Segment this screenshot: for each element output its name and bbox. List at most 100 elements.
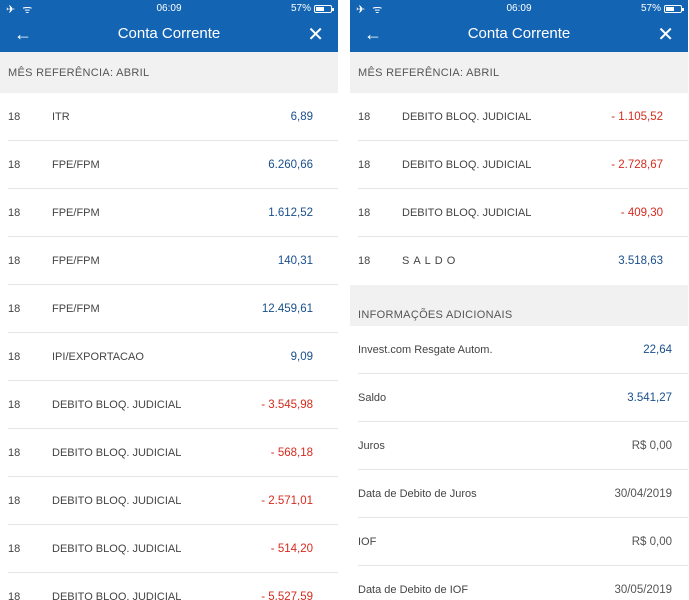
info-label: Juros [358,439,385,452]
transaction-amount: - 2.728,67 [611,158,663,171]
transaction-row[interactable]: 18 DEBITO BLOQ. JUDICIAL - 2.728,67 [358,141,688,189]
info-list: Invest.com Resgate Autom. 22,64 Saldo 3.541… [350,326,688,600]
info-label: IOF [358,535,377,548]
transaction-description: DEBITO BLOQ. JUDICIAL [402,158,532,171]
transaction-row[interactable]: 18 FPE/FPM 1.612,52 [8,189,338,237]
transaction-list: 18 ITR 6,89 18 FPE/FPM 6.260,66 18 FPE/FPM 1.612… [0,93,338,600]
section-header-info: INFORMAÇÕES ADICIONAIS [350,285,688,326]
transaction-amount: 6,89 [290,110,313,123]
transaction-amount: 9,09 [290,350,313,363]
transaction-day: 18 [8,110,21,123]
transaction-amount: - 1.105,52 [611,110,663,123]
transaction-row[interactable]: 18 FPE/FPM 12.459,61 [8,285,338,333]
info-row: IOF R$ 0,00 [358,518,688,566]
transaction-amount: - 5.527,59 [261,590,313,600]
transaction-day: 18 [8,206,21,219]
page-title: Conta Corrente [467,25,571,42]
battery-icon [314,4,334,13]
info-row: Data de Debito de Juros 30/04/2019 [358,470,688,518]
transaction-row[interactable]: 18 FPE/FPM 140,31 [8,237,338,285]
transaction-row[interactable]: 18 DEBITO BLOQ. JUDICIAL - 514,20 [8,525,338,573]
transaction-day: 18 [358,158,371,171]
transaction-day: 18 [8,590,21,600]
transaction-list: 18 DEBITO BLOQ. JUDICIAL - 1.105,52 18 DEBIT… [350,93,688,285]
transaction-description: FPE/FPM [52,206,100,219]
transaction-amount: 140,31 [277,254,313,267]
transaction-row[interactable]: 18 SALDO 3.518,63 [358,237,688,285]
close-icon[interactable]: ✕ [307,24,324,46]
transaction-amount: - 3.545,98 [261,398,313,411]
transaction-row[interactable]: 18 DEBITO BLOQ. JUDICIAL - 409,30 [358,189,688,237]
status-bar: ✈ ᯤ 06:09 57% [0,0,338,17]
info-value: R$ 0,00 [631,439,672,452]
transaction-row[interactable]: 18 IPI/EXPORTACAO 9,09 [8,333,338,381]
transaction-day: 18 [8,302,21,315]
transaction-description: IPI/EXPORTACAO [52,350,144,363]
transaction-amount: - 409,30 [620,206,663,219]
transaction-amount: - 2.571,01 [261,494,313,507]
transaction-row[interactable]: 18 FPE/FPM 6.260,66 [8,141,338,189]
status-time: 06:09 [156,3,182,14]
transaction-description: DEBITO BLOQ. JUDICIAL [52,398,182,411]
section-header-month: MÊS REFERÊNCIA: ABRIL [0,52,338,93]
transaction-description: SALDO [402,255,460,267]
transaction-day: 18 [8,158,21,171]
back-arrow-icon[interactable]: ← [14,24,32,44]
transaction-description: ITR [52,110,70,123]
status-time: 06:09 [506,3,532,14]
battery-percent: 57% [640,3,661,14]
transaction-day: 18 [8,494,21,507]
battery-indicator: 57% [290,3,334,14]
status-bar: ✈ ᯤ 06:09 57% [350,0,688,17]
info-label: Invest.com Resgate Autom. [358,343,493,356]
info-row: Saldo 3.541,27 [358,374,688,422]
transaction-description: FPE/FPM [52,254,100,267]
transaction-description: DEBITO BLOQ. JUDICIAL [52,494,182,507]
section-header-month: MÊS REFERÊNCIA: ABRIL [350,52,688,93]
left-screen: ✈ ᯤ 06:09 57% ← Conta Corrente ✕ MÊS REF… [0,0,338,600]
transaction-description: DEBITO BLOQ. JUDICIAL [402,110,532,123]
info-label: Data de Debito de Juros [358,487,477,500]
battery-percent: 57% [290,3,311,14]
transaction-day: 18 [358,255,371,267]
transaction-amount: 1.612,52 [268,206,313,219]
transaction-description: DEBITO BLOQ. JUDICIAL [52,446,182,459]
info-row: Data de Debito de IOF 30/05/2019 [358,566,688,600]
transaction-row[interactable]: 18 DEBITO BLOQ. JUDICIAL - 1.105,52 [358,93,688,141]
transaction-day: 18 [8,446,21,459]
info-value: R$ 0,00 [631,535,672,548]
transaction-amount: 12.459,61 [261,302,313,315]
transaction-day: 18 [358,206,371,219]
transaction-description: DEBITO BLOQ. JUDICIAL [402,206,532,219]
transaction-day: 18 [8,542,21,555]
transaction-day: 18 [358,110,371,123]
transaction-row[interactable]: 18 DEBITO BLOQ. JUDICIAL - 3.545,98 [8,381,338,429]
transaction-row[interactable]: 18 DEBITO BLOQ. JUDICIAL - 568,18 [8,429,338,477]
transaction-description: FPE/FPM [52,158,100,171]
battery-icon [664,4,684,13]
transaction-row[interactable]: 18 DEBITO BLOQ. JUDICIAL - 5.527,59 [8,573,338,600]
info-label: Saldo [358,391,387,404]
transaction-amount: - 514,20 [270,542,313,555]
transaction-description: DEBITO BLOQ. JUDICIAL [52,590,182,600]
info-value: 30/05/2019 [614,583,672,596]
info-value: 30/04/2019 [614,487,672,500]
transaction-row[interactable]: 18 DEBITO BLOQ. JUDICIAL - 2.571,01 [8,477,338,525]
transaction-row[interactable]: 18 ITR 6,89 [8,93,338,141]
info-label: Data de Debito de IOF [358,583,469,596]
info-value: 3.541,27 [627,391,672,404]
page-title: Conta Corrente [117,25,221,42]
panel-divider [338,0,350,600]
right-screen: ✈ ᯤ 06:09 57% ← Conta Corrente ✕ MÊS REF… [350,0,688,600]
info-value: 22,64 [643,343,672,356]
transaction-day: 18 [8,350,21,363]
wifi-icon: ✈ ᯤ [6,4,35,16]
close-icon[interactable]: ✕ [657,24,674,46]
transaction-description: FPE/FPM [52,302,100,315]
airplane-icon: ✈ ᯤ [356,4,385,16]
transaction-amount: - 568,18 [270,446,313,459]
transaction-day: 18 [8,398,21,411]
battery-indicator: 57% [640,3,684,14]
back-arrow-icon[interactable]: ← [364,24,382,44]
nav-bar: ← Conta Corrente ✕ [350,17,688,52]
